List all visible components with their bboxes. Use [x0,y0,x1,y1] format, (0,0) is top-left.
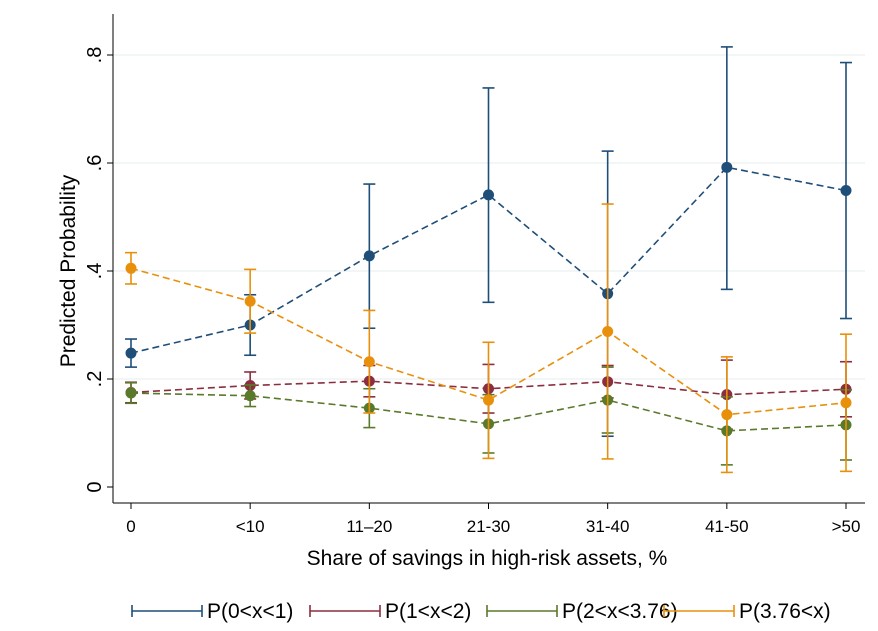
data-point [125,262,137,274]
legend: P(0<x<1) P(1<x<2) P(2<x<3.76) P(3.76<x) [131,600,831,623]
data-point [363,356,375,368]
series-4 [125,203,852,474]
y-tick-label: 0 [84,481,106,492]
legend-item: P(3.76<x) [663,600,831,623]
x-tick-label: 0 [126,517,135,536]
data-point [363,250,375,262]
y-tick-label: .6 [84,155,106,172]
x-axis-title: Share of savings in high-risk assets, % [307,547,668,570]
legend-item: P(0<x<1) [131,600,293,623]
legend-label: P(0<x<1) [207,600,293,623]
x-tick-label: >50 [832,517,861,536]
x-tick-label: 41-50 [705,517,748,536]
data-point [483,189,494,201]
data-point [244,390,256,402]
x-tick-label: 21-30 [467,517,510,536]
x-tick-label: 11–20 [346,517,392,536]
legend-item: P(2<x<3.76) [486,600,678,623]
data-point [840,185,852,197]
data-point [483,394,494,406]
data-point [840,397,852,409]
y-tick-label: .4 [84,263,106,280]
legend-label: P(1<x<2) [385,600,471,623]
data-point [125,347,137,359]
x-tick-label: <10 [236,517,265,536]
legend-label: P(3.76<x) [739,600,831,623]
data-point [125,387,137,399]
axes: 0 .2 .4 .6 .8 0 <10 11–20 21-30 31-40 41-50 >50 [84,14,865,536]
series-group [125,46,852,474]
y-tick-label: .2 [84,371,106,388]
legend-item: P(1<x<2) [309,600,471,623]
data-point [721,409,733,421]
y-axis-title: Predicted Probability [57,174,80,367]
y-tick-label: .8 [84,47,106,64]
data-point [244,295,256,307]
data-point [602,325,614,337]
data-point [721,161,733,173]
legend-label: P(2<x<3.76) [562,600,678,623]
x-tick-label: 31-40 [586,517,629,536]
